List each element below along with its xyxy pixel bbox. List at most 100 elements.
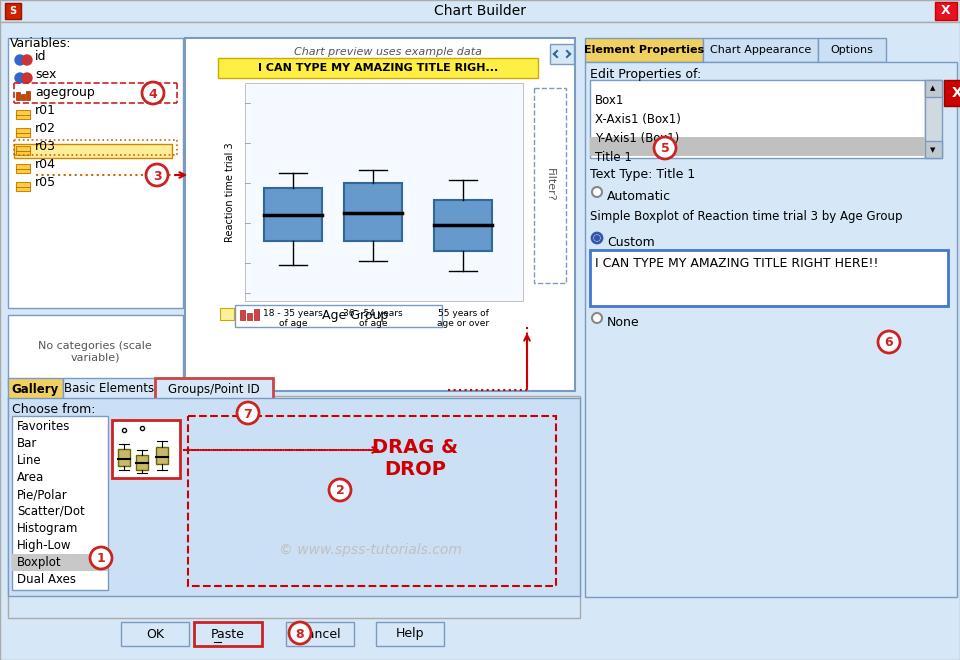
FancyBboxPatch shape [136,455,148,470]
Text: Chart preview uses example data: Chart preview uses example data [294,47,482,57]
FancyBboxPatch shape [8,38,183,308]
FancyBboxPatch shape [245,83,523,301]
Text: 3: 3 [153,170,161,183]
Text: Dual Axes: Dual Axes [17,573,76,586]
Text: Edit Properties of:: Edit Properties of: [590,68,701,81]
Text: Groups/Point ID: Groups/Point ID [168,383,260,395]
Circle shape [22,73,32,83]
Text: © www.spss-tutorials.com: © www.spss-tutorials.com [278,543,462,557]
Text: Options: Options [830,45,874,55]
Text: X-Axis1 (Box1): X-Axis1 (Box1) [595,113,681,126]
Text: Line: Line [17,454,41,467]
FancyBboxPatch shape [703,38,818,62]
Text: X: X [941,5,950,18]
Text: Scatter/Dot: Scatter/Dot [17,505,84,518]
FancyBboxPatch shape [590,137,925,156]
Text: sex: sex [35,68,57,81]
Circle shape [289,622,311,644]
FancyBboxPatch shape [16,92,20,100]
FancyBboxPatch shape [194,622,262,646]
Text: Title 1: Title 1 [595,151,632,164]
FancyBboxPatch shape [121,622,189,646]
FancyBboxPatch shape [8,378,63,400]
Circle shape [90,547,112,569]
FancyBboxPatch shape [534,88,566,283]
Text: None: None [607,315,639,329]
Circle shape [592,187,602,197]
FancyBboxPatch shape [63,378,155,400]
Circle shape [15,55,25,65]
FancyBboxPatch shape [12,416,108,590]
Text: OK: OK [146,628,164,640]
Text: 1: 1 [97,552,106,566]
FancyBboxPatch shape [8,315,183,390]
Text: 5: 5 [660,143,669,156]
Text: Histogram: Histogram [17,522,79,535]
Circle shape [329,479,351,501]
FancyBboxPatch shape [220,308,234,320]
FancyBboxPatch shape [240,310,245,320]
Text: ▼: ▼ [930,147,936,153]
FancyBboxPatch shape [156,447,168,464]
Circle shape [594,236,599,240]
Text: Gallery: Gallery [12,383,60,395]
FancyBboxPatch shape [16,182,30,191]
FancyBboxPatch shape [16,128,30,137]
FancyBboxPatch shape [16,146,30,155]
FancyBboxPatch shape [21,94,25,100]
Text: Help: Help [396,628,424,640]
FancyBboxPatch shape [0,0,960,22]
Text: r01: r01 [35,104,56,117]
FancyBboxPatch shape [218,58,538,78]
Text: Automatic: Automatic [607,189,671,203]
Text: 6: 6 [885,337,894,350]
FancyBboxPatch shape [935,2,957,20]
Text: r02: r02 [35,122,56,135]
Text: Paste: Paste [211,628,245,640]
FancyBboxPatch shape [585,62,957,597]
FancyBboxPatch shape [112,420,180,478]
Text: Element Properties: Element Properties [584,45,704,55]
Text: agegroup: agegroup [35,86,95,99]
Circle shape [654,137,676,159]
Text: S: S [10,6,16,16]
Text: No categories (scale
variable): No categories (scale variable) [38,341,152,363]
Text: 7: 7 [244,407,252,420]
FancyBboxPatch shape [344,183,402,241]
Text: 8: 8 [296,628,304,640]
FancyBboxPatch shape [185,38,575,391]
Text: Chart Appearance: Chart Appearance [709,45,811,55]
Text: Age Group: Age Group [322,310,388,323]
Text: 4: 4 [149,88,157,100]
Text: Choose from:: Choose from: [12,403,95,416]
Text: I CAN TYPE MY AMAZING TITLE RIGH...: I CAN TYPE MY AMAZING TITLE RIGH... [258,63,498,73]
FancyBboxPatch shape [925,80,942,97]
FancyBboxPatch shape [944,80,960,106]
Text: High-Low: High-Low [17,539,71,552]
Text: I CAN TYPE MY AMAZING TITLE RIGHT HERE!!: I CAN TYPE MY AMAZING TITLE RIGHT HERE!! [595,257,878,270]
Text: Area: Area [17,471,44,484]
FancyBboxPatch shape [155,378,273,400]
Circle shape [22,55,32,65]
FancyBboxPatch shape [286,622,354,646]
Text: Pie/Polar: Pie/Polar [17,488,68,501]
Text: Bar: Bar [17,437,37,450]
FancyBboxPatch shape [235,305,442,327]
Text: Cancel: Cancel [299,628,342,640]
Text: Custom: Custom [607,236,655,249]
FancyBboxPatch shape [254,309,259,320]
Circle shape [142,82,164,104]
Text: 18 - 35 years
of age: 18 - 35 years of age [263,309,323,329]
Text: ▲: ▲ [930,85,936,91]
Text: Chart Builder: Chart Builder [434,4,526,18]
Text: Boxplot: Boxplot [17,556,61,569]
Text: Basic Elements: Basic Elements [64,383,154,395]
Text: 2: 2 [336,484,345,498]
Circle shape [592,313,602,323]
Text: X: X [951,86,960,100]
Circle shape [592,233,602,243]
Text: Text Type: Title 1: Text Type: Title 1 [590,168,695,181]
Text: Box1: Box1 [595,94,624,107]
FancyBboxPatch shape [118,449,130,466]
Text: Simple Boxplot of Reaction time trial 3 by Age Group: Simple Boxplot of Reaction time trial 3 … [590,210,902,223]
